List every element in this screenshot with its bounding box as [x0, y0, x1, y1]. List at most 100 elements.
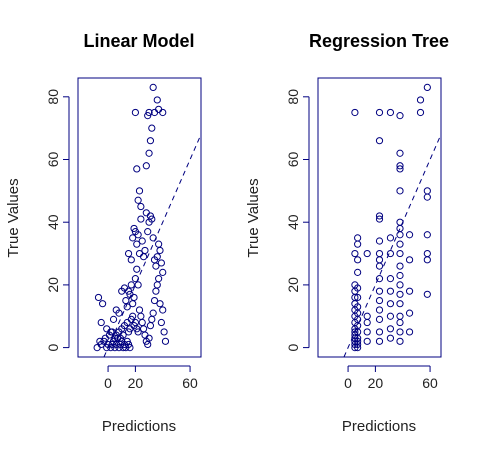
data-point: [146, 137, 155, 145]
y-tick-label: 20: [45, 277, 61, 293]
data-point: [127, 256, 135, 264]
data-point: [375, 237, 384, 245]
data-point: [145, 334, 153, 342]
data-point: [354, 337, 362, 345]
reference-line: [103, 134, 202, 358]
data-point: [416, 96, 425, 104]
data-point: [354, 268, 362, 276]
plot-frame: [77, 77, 202, 358]
data-point: [375, 296, 384, 305]
y-axis: 0 20 40 60 80: [45, 89, 70, 351]
data-point: [386, 325, 395, 333]
data-point: [423, 249, 431, 258]
data-point: [94, 293, 103, 302]
data-point: [160, 328, 168, 336]
data-point: [354, 240, 362, 248]
data-point: [375, 249, 384, 258]
y-tick-label: 80: [285, 89, 301, 105]
data-point: [153, 253, 161, 261]
data-point: [363, 328, 371, 336]
data-point: [396, 290, 404, 298]
data-point: [127, 281, 135, 289]
data-point: [140, 325, 148, 333]
data-point: [156, 300, 164, 308]
data-point: [363, 249, 371, 258]
x-tick-label: 60: [422, 375, 438, 391]
y-axis: 0 20 40 60 80: [285, 89, 310, 351]
panel-regression-tree: Regression Tree 0 20 60 0 20 40 60 80 Predicti…: [245, 31, 449, 435]
data-point: [152, 287, 160, 295]
x-axis-label: Predictions: [102, 418, 176, 435]
data-point: [156, 246, 164, 255]
data-point: [109, 315, 118, 323]
data-point: [405, 287, 414, 295]
data-point: [157, 259, 165, 267]
data-point: [386, 334, 395, 342]
x-axis-label: Predictions: [342, 418, 416, 435]
data-point: [137, 312, 145, 320]
data-point: [129, 300, 137, 308]
data-point: [148, 124, 156, 132]
data-point: [99, 300, 107, 308]
points-group: [93, 83, 170, 352]
panel-title: Regression Tree: [309, 31, 449, 51]
data-point: [396, 187, 404, 195]
data-point: [137, 202, 145, 211]
data-point: [386, 300, 395, 308]
y-tick-label: 40: [285, 214, 301, 230]
data-point: [396, 165, 404, 173]
data-point: [124, 249, 133, 258]
data-point: [375, 315, 384, 323]
data-point: [159, 268, 167, 276]
data-point: [150, 296, 159, 305]
plot-frame: [317, 77, 442, 358]
data-point: [133, 165, 141, 173]
x-axis: 0 20 60: [104, 365, 198, 391]
data-point: [134, 328, 142, 336]
points-group: [351, 83, 431, 352]
panel-linear-model: Linear Model 0 20 60 0 20 40 60 80 Predictions…: [5, 31, 202, 435]
data-point: [375, 287, 384, 295]
x-tick-label: 20: [128, 375, 144, 391]
data-point: [93, 344, 101, 352]
data-point: [131, 275, 139, 283]
data-point: [396, 218, 404, 226]
data-point: [129, 234, 137, 242]
data-point: [148, 215, 156, 223]
data-point: [103, 325, 111, 333]
data-point: [161, 337, 170, 345]
data-point: [375, 262, 384, 270]
data-point: [423, 231, 431, 239]
data-point: [134, 281, 142, 289]
data-point: [375, 256, 384, 264]
data-point: [375, 275, 384, 283]
x-tick-label: 0: [344, 375, 352, 391]
data-point: [119, 331, 127, 339]
data-point: [386, 287, 395, 295]
data-point: [122, 296, 130, 305]
data-point: [135, 306, 144, 314]
y-tick-label: 40: [45, 214, 61, 230]
data-point: [396, 249, 404, 258]
y-axis-label: True Values: [5, 178, 22, 257]
data-point: [375, 337, 384, 345]
data-point: [96, 337, 104, 345]
data-point: [354, 234, 362, 242]
x-tick-label: 60: [182, 375, 198, 391]
data-point: [375, 212, 384, 220]
data-point: [351, 328, 359, 336]
data-point: [375, 328, 384, 336]
y-tick-label: 0: [285, 343, 301, 351]
data-point: [405, 231, 414, 239]
data-point: [354, 284, 362, 292]
data-point: [123, 303, 131, 311]
data-point: [153, 96, 161, 104]
x-axis: 0 20 60: [344, 365, 438, 391]
data-point: [396, 262, 404, 270]
data-point: [115, 309, 123, 317]
y-tick-label: 60: [285, 152, 301, 168]
data-point: [140, 253, 148, 261]
data-point: [386, 108, 395, 117]
data-point: [97, 318, 105, 327]
